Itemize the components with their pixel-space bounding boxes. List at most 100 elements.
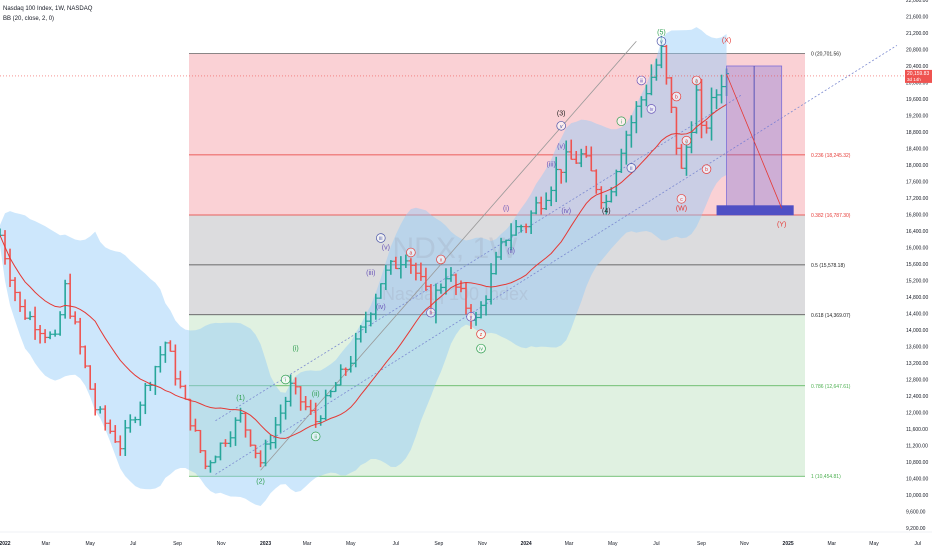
wave-label-text: b	[705, 167, 708, 173]
wave-label-text: (iv)	[376, 304, 386, 311]
wave-label-text: (iii)	[366, 270, 375, 277]
ohlc-bar	[122, 419, 128, 457]
wave-label-text: x	[440, 257, 443, 263]
ohlc-bar	[553, 156, 559, 203]
wave-label: iv	[646, 104, 657, 114]
price-tick-label: 13,200.00	[906, 361, 928, 367]
ohlc-bar	[92, 383, 98, 416]
ohlc-bar	[77, 317, 83, 355]
ohlc-bar	[648, 64, 654, 96]
ohlc-bar	[478, 301, 484, 319]
ohlc-bar	[308, 399, 314, 415]
ohlc-bar	[613, 169, 619, 197]
wave-label-text: b	[430, 311, 433, 317]
wave-label: (v)	[557, 143, 565, 150]
ohlc-bar	[633, 101, 639, 134]
ohlc-bar	[668, 76, 674, 113]
wave-label-text: (3)	[557, 110, 566, 117]
ohlc-bar	[313, 402, 319, 428]
ohlc-bar	[573, 151, 579, 164]
wave-label-text: (ii)	[312, 391, 320, 398]
ohlc-bar	[263, 439, 269, 467]
ohlc-bar	[493, 251, 499, 275]
ohlc-bar	[348, 355, 354, 373]
price-axis[interactable]: 9,200.00 9,600.00 10,000.00 10,400.00 10,800…	[906, 0, 928, 532]
price-tick-label: 20,800.00	[906, 48, 928, 54]
ohlc-bar	[714, 89, 720, 110]
ohlc-bar	[643, 84, 649, 107]
ohlc-bar	[17, 291, 23, 312]
ohlc-bar	[343, 367, 349, 376]
ohlc-bar	[693, 78, 699, 134]
ohlc-bar	[207, 460, 213, 473]
ohlc-bar	[368, 312, 374, 327]
price-tick-label: 14,800.00	[906, 295, 928, 301]
time-tick-label: Nov	[217, 541, 226, 547]
ohlc-bar	[87, 365, 93, 390]
wave-label: b	[671, 91, 682, 102]
ohlc-bar	[142, 382, 148, 415]
price-tick-label: 9,600.00	[906, 510, 926, 516]
ohlc-bar	[147, 381, 153, 392]
price-tick-label: 19,600.00	[906, 97, 928, 103]
ohlc-bar	[653, 58, 659, 81]
price-tick-label: 12,000.00	[906, 411, 928, 417]
ohlc-bar	[704, 121, 710, 134]
wave-label: z	[476, 329, 486, 339]
ohlc-bar	[338, 364, 344, 386]
ohlc-bar	[157, 346, 163, 373]
ohlc-bar	[588, 146, 594, 172]
ohlc-bar	[423, 267, 429, 291]
ohlc-bar	[187, 398, 193, 431]
wave-label-text: (v)	[557, 143, 565, 150]
time-tick-label: May	[608, 541, 618, 547]
ohlc-bar	[217, 442, 223, 461]
wave-label: a	[406, 247, 416, 258]
time-tick-label: Jul	[393, 541, 399, 547]
time-tick-label: Mar	[42, 541, 51, 547]
wave-label-circle	[376, 233, 386, 243]
wave-label-text: ii	[315, 434, 317, 440]
price-tick-label: 9,200.00	[906, 526, 926, 532]
wave-label: a	[681, 135, 692, 146]
ohlc-bar	[318, 415, 324, 426]
wave-label-text: y	[470, 315, 473, 321]
price-tick-label: 16,400.00	[906, 229, 928, 235]
wave-label-text: (ii)	[507, 248, 515, 255]
ohlc-bar	[222, 439, 228, 447]
ohlc-bar	[323, 389, 329, 420]
time-axis[interactable]: 2022 Mar May Jul Sep Nov 2023 Mar May Jul Sep Nov 20…	[0, 531, 932, 547]
ohlc-bar	[117, 435, 123, 456]
wave-label-text: b	[675, 95, 678, 101]
fib-level-label: 0.5 (15,578.18)	[811, 263, 845, 269]
wave-label-circle	[280, 374, 291, 385]
wave-label-circle	[426, 307, 436, 318]
wave-label-text: (4)	[602, 208, 611, 215]
ohlc-bar	[413, 262, 419, 281]
ohlc-bar	[558, 168, 564, 184]
ohlc-bar	[212, 455, 218, 464]
ohlc-bar	[102, 405, 108, 431]
price-tick-label: 16,000.00	[906, 246, 928, 252]
wave-label-circle	[556, 121, 566, 131]
ohlc-bar	[167, 340, 173, 352]
ohlc-bar	[197, 429, 203, 454]
ohlc-bar	[663, 44, 669, 85]
price-tick-label: 12,800.00	[906, 378, 928, 384]
wave-label-circle	[476, 329, 486, 339]
fib-zone	[189, 264, 805, 315]
time-tick-label: May	[869, 541, 879, 547]
ohlc-bar	[172, 344, 178, 386]
fib-level-label: 0 (20,701.56)	[811, 52, 841, 58]
ohlc-bar	[383, 264, 389, 290]
ohlc-bar	[97, 406, 103, 414]
ohlc-bar	[293, 377, 299, 395]
projection-box[interactable]	[716, 65, 794, 216]
wave-label: v	[656, 36, 667, 46]
ohlc-bar	[488, 263, 494, 305]
wave-label: i	[280, 374, 291, 385]
time-tick-label: Mar	[303, 541, 312, 547]
